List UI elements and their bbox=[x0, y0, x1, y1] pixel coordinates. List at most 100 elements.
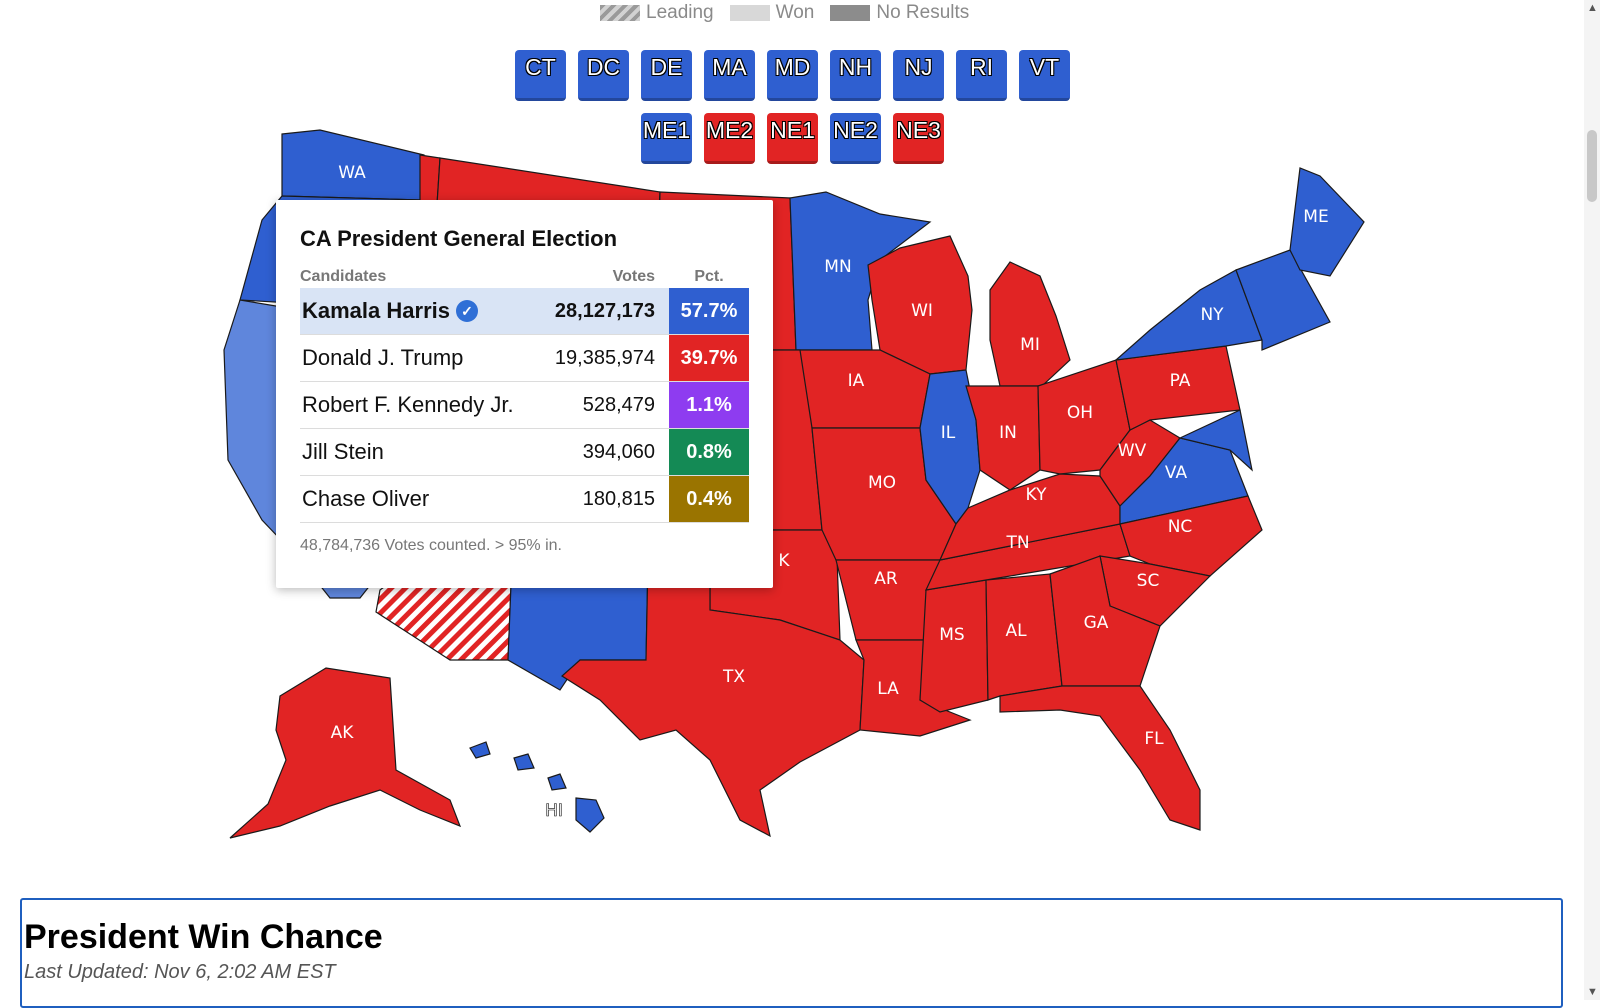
label-ga: GA bbox=[1084, 613, 1109, 633]
label-ok: K bbox=[778, 551, 790, 571]
scroll-down-arrow-icon[interactable]: ▼ bbox=[1587, 986, 1598, 998]
candidate-votes: 180,815 bbox=[582, 487, 655, 510]
label-tn: TN bbox=[1005, 533, 1029, 553]
label-mi: MI bbox=[1020, 335, 1040, 355]
label-ny: NY bbox=[1200, 305, 1224, 325]
label-la: LA bbox=[877, 679, 899, 699]
legend-leading: Leading bbox=[600, 2, 714, 24]
legend-won-label: Won bbox=[775, 2, 815, 23]
label-ms: MS bbox=[939, 625, 964, 645]
state-button-ri[interactable]: RI bbox=[956, 50, 1007, 101]
leading-swatch-icon bbox=[600, 5, 640, 21]
label-pa: PA bbox=[1170, 371, 1191, 391]
candidate-pct: 39.7% bbox=[669, 335, 749, 381]
map-legend: Leading Won No Results bbox=[600, 2, 969, 24]
label-ia: IA bbox=[848, 371, 865, 391]
candidate-pct: 0.8% bbox=[669, 429, 749, 475]
district-button-me1[interactable]: ME1 bbox=[641, 113, 692, 164]
col-votes: Votes bbox=[612, 268, 655, 285]
district-buttons: ME1 ME2 NE1 NE2 NE3 bbox=[641, 113, 944, 164]
label-sc: SC bbox=[1137, 571, 1160, 591]
candidate-row: Robert F. Kennedy Jr. 528,479 1.1% bbox=[300, 382, 749, 429]
col-candidates: Candidates bbox=[300, 268, 387, 285]
results-table-header: Candidates Votes Pct. bbox=[300, 268, 749, 288]
candidate-votes: 394,060 bbox=[582, 440, 655, 463]
win-chance-panel: President Win Chance Last Updated: Nov 6… bbox=[20, 898, 1563, 1008]
candidate-name: Jill Stein bbox=[302, 439, 384, 464]
legend-won: Won bbox=[729, 2, 815, 24]
candidate-pct: 57.7% bbox=[669, 288, 749, 334]
state-hi[interactable] bbox=[469, 741, 605, 833]
page-scrollbar[interactable]: ▲ ▼ bbox=[1584, 0, 1600, 1000]
label-mo: MO bbox=[868, 473, 896, 493]
small-state-buttons: CT DC DE MA MD NH NJ RI VT bbox=[515, 50, 1070, 101]
district-button-me2[interactable]: ME2 bbox=[704, 113, 755, 164]
candidate-row: Chase Oliver 180,815 0.4% bbox=[300, 476, 749, 523]
state-button-dc[interactable]: DC bbox=[578, 50, 629, 101]
state-button-ma[interactable]: MA bbox=[704, 50, 755, 101]
label-ar: AR bbox=[874, 569, 898, 589]
label-mn: MN bbox=[824, 257, 851, 277]
legend-leading-label: Leading bbox=[646, 2, 714, 23]
candidate-pct: 0.4% bbox=[669, 476, 749, 522]
legend-no-results: No Results bbox=[830, 2, 969, 24]
won-swatch-icon bbox=[729, 5, 770, 21]
label-wi: WI bbox=[911, 301, 933, 321]
state-new-england[interactable] bbox=[1235, 249, 1331, 351]
state-button-ct[interactable]: CT bbox=[515, 50, 566, 101]
candidate-row: Kamala Harris ✓ 28,127,173 57.7% bbox=[300, 288, 749, 335]
state-button-de[interactable]: DE bbox=[641, 50, 692, 101]
no-results-swatch-icon bbox=[830, 5, 871, 21]
label-wa: WA bbox=[338, 163, 366, 183]
label-oh: OH bbox=[1067, 403, 1093, 423]
scrollbar-thumb[interactable] bbox=[1587, 130, 1597, 202]
label-wv: WV bbox=[1118, 441, 1147, 461]
win-chance-title: President Win Chance bbox=[24, 918, 383, 956]
label-ky: KY bbox=[1026, 485, 1048, 505]
state-me[interactable] bbox=[1289, 167, 1365, 277]
state-button-md[interactable]: MD bbox=[767, 50, 818, 101]
candidate-votes: 19,385,974 bbox=[554, 346, 655, 369]
candidate-name: Chase Oliver bbox=[302, 486, 430, 511]
state-fl[interactable] bbox=[999, 685, 1201, 831]
scroll-up-arrow-icon[interactable]: ▲ bbox=[1587, 2, 1598, 14]
label-ak: AK bbox=[331, 723, 355, 743]
candidate-row: Jill Stein 394,060 0.8% bbox=[300, 429, 749, 476]
col-pct: Pct. bbox=[694, 268, 724, 285]
legend-no-results-label: No Results bbox=[876, 2, 970, 23]
state-button-nj[interactable]: NJ bbox=[893, 50, 944, 101]
winner-check-icon: ✓ bbox=[455, 300, 478, 322]
state-ms[interactable] bbox=[919, 579, 989, 713]
label-va: VA bbox=[1165, 463, 1188, 483]
candidate-votes: 28,127,173 bbox=[554, 299, 655, 322]
state-mi[interactable] bbox=[989, 261, 1071, 387]
state-tx[interactable] bbox=[561, 559, 865, 838]
label-fl: FL bbox=[1144, 729, 1164, 749]
votes-counted-footer: 48,784,736 Votes counted. > 95% in. bbox=[300, 537, 562, 554]
district-button-ne2[interactable]: NE2 bbox=[830, 113, 881, 164]
state-results-popup: CA President General Election Candidates… bbox=[276, 200, 773, 588]
label-al: AL bbox=[1005, 621, 1027, 641]
state-button-nh[interactable]: NH bbox=[830, 50, 881, 101]
candidate-votes: 528,479 bbox=[582, 393, 655, 416]
state-ak[interactable] bbox=[229, 667, 462, 839]
last-updated: Last Updated: Nov 6, 2:02 AM EST bbox=[24, 961, 336, 983]
popup-title: CA President General Election bbox=[300, 226, 618, 251]
state-nj-md-de[interactable] bbox=[1178, 409, 1253, 472]
candidate-name: Kamala Harris bbox=[302, 298, 450, 323]
candidate-row: Donald J. Trump 19,385,974 39.7% bbox=[300, 335, 749, 382]
label-me: ME bbox=[1303, 207, 1328, 227]
label-il: IL bbox=[941, 423, 956, 443]
state-ny[interactable] bbox=[1114, 269, 1263, 361]
state-wi[interactable] bbox=[867, 235, 973, 375]
district-button-ne1[interactable]: NE1 bbox=[767, 113, 818, 164]
label-tx: TX bbox=[722, 667, 745, 687]
label-hi: HI bbox=[545, 801, 563, 821]
district-button-ne3[interactable]: NE3 bbox=[893, 113, 944, 164]
candidate-name: Donald J. Trump bbox=[302, 345, 464, 370]
state-button-vt[interactable]: VT bbox=[1019, 50, 1070, 101]
label-in: IN bbox=[999, 423, 1017, 443]
label-nc: NC bbox=[1168, 517, 1193, 537]
candidate-name: Robert F. Kennedy Jr. bbox=[302, 392, 514, 417]
candidate-name-cell: Kamala Harris ✓ bbox=[300, 298, 549, 324]
